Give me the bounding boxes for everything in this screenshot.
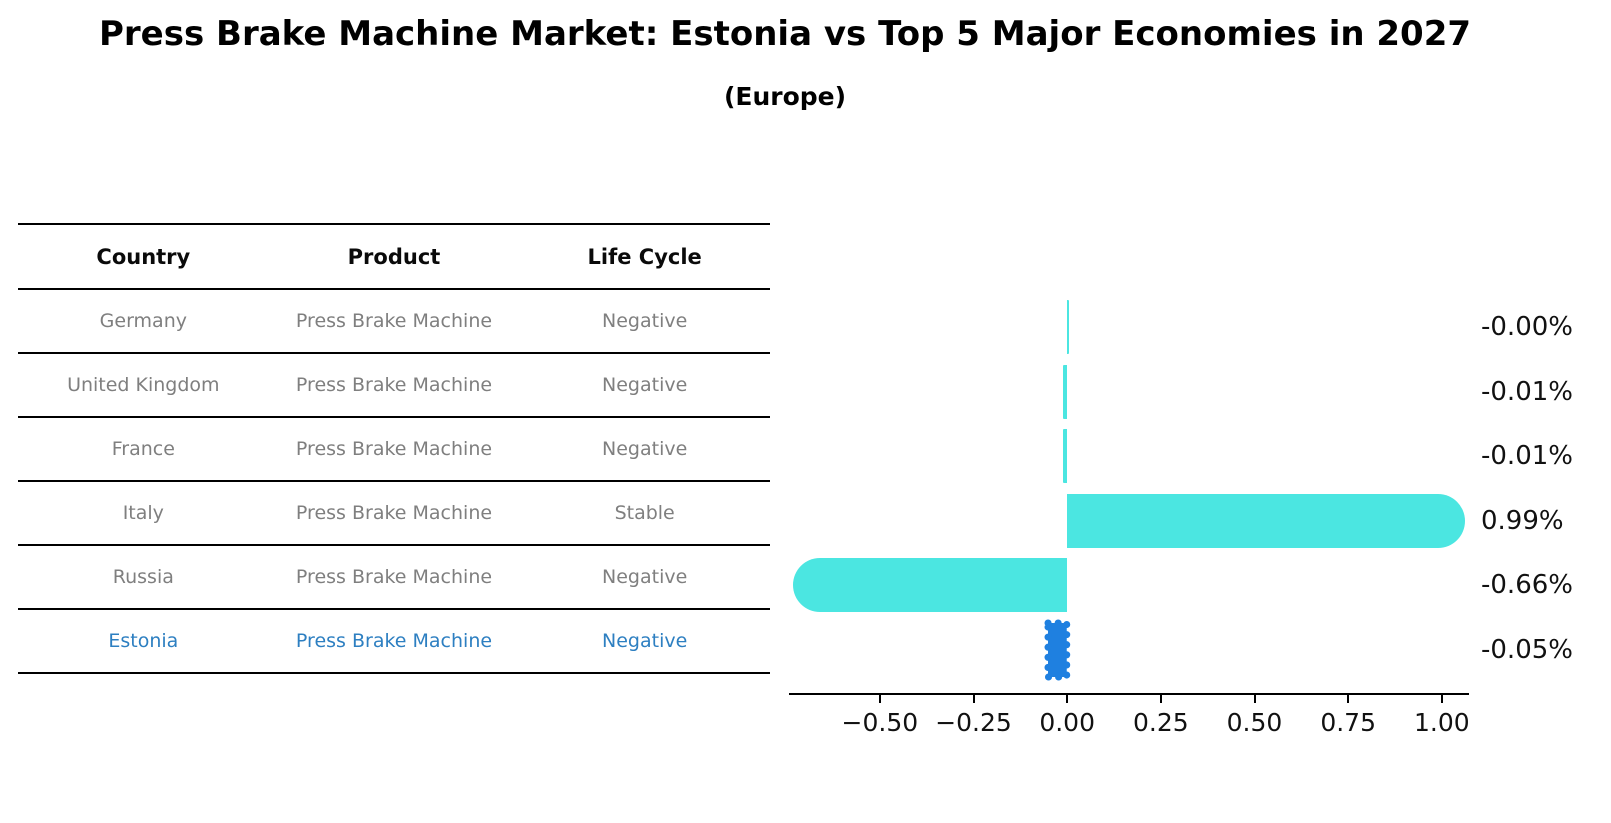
bar-germany bbox=[1067, 300, 1069, 354]
x-axis-tick bbox=[1066, 695, 1069, 703]
table-cell-life_cycle: Negative bbox=[602, 310, 688, 332]
chart-subtitle: (Europe) bbox=[723, 82, 847, 111]
table-cell-country: Russia bbox=[112, 566, 174, 588]
bar-value-label-france: -0.01% bbox=[1481, 441, 1573, 472]
table-cell-life_cycle: Negative bbox=[602, 566, 688, 588]
bar-value-label-united-kingdom: -0.01% bbox=[1481, 376, 1573, 407]
x-axis-tick-label: 0.75 bbox=[1320, 708, 1376, 737]
x-axis-tick bbox=[878, 695, 881, 703]
chart-title: Press Brake Machine Market: Estonia vs T… bbox=[98, 14, 1472, 54]
table-cell-life_cycle: Negative bbox=[602, 438, 688, 460]
table-cell-country: Germany bbox=[99, 310, 187, 332]
bar-france bbox=[1063, 429, 1068, 484]
bar-value-label-italy: 0.99% bbox=[1481, 505, 1564, 536]
table-cell-country: Italy bbox=[122, 502, 164, 524]
table-row-estonia: Estonia Press Brake Machine Negative bbox=[18, 610, 770, 674]
x-axis-tick bbox=[972, 695, 975, 703]
table-row-united-kingdom: United Kingdom Press Brake Machine Negativ… bbox=[18, 354, 770, 418]
x-axis-tick bbox=[1159, 695, 1162, 703]
country-table: Country Product Life Cycle Germany Press Br… bbox=[18, 223, 770, 674]
table-cell-product: Press Brake Machine bbox=[295, 310, 493, 332]
column-header-product: Product bbox=[347, 244, 441, 269]
x-axis-tick bbox=[1253, 695, 1256, 703]
table-row-italy: Italy Press Brake Machine Stable bbox=[18, 482, 770, 546]
bar-value-label-germany: -0.00% bbox=[1481, 312, 1573, 342]
table-cell-product: Press Brake Machine bbox=[295, 374, 493, 396]
bar-value-label-russia: -0.66% bbox=[1481, 570, 1573, 601]
table-cell-life_cycle: Negative bbox=[602, 374, 688, 396]
bar-russia bbox=[792, 558, 1068, 613]
x-axis-tick bbox=[1440, 695, 1443, 703]
x-axis-tick-label: 0.25 bbox=[1133, 708, 1189, 737]
table-cell-product: Press Brake Machine bbox=[295, 502, 493, 524]
table-cell-country: Estonia bbox=[108, 630, 179, 652]
column-header-country: Country bbox=[96, 244, 191, 269]
column-header-life_cycle: Life Cycle bbox=[587, 244, 702, 269]
table-cell-product: Press Brake Machine bbox=[295, 566, 493, 588]
bar-united-kingdom bbox=[1063, 364, 1068, 419]
table-cell-product: Press Brake Machine bbox=[295, 438, 493, 460]
table-cell-product: Press Brake Machine bbox=[295, 630, 493, 652]
bar-value-label-estonia: -0.05% bbox=[1481, 635, 1573, 665]
x-axis-tick-label: 0.00 bbox=[1039, 708, 1095, 737]
table-row-russia: Russia Press Brake Machine Negative bbox=[18, 546, 770, 610]
table-body: Germany Press Brake Machine Negative United… bbox=[18, 290, 770, 674]
x-axis-line bbox=[789, 693, 1469, 695]
table-cell-life_cycle: Negative bbox=[602, 630, 688, 652]
x-axis-tick-label: −0.50 bbox=[841, 708, 919, 737]
table-header-row: Country Product Life Cycle bbox=[18, 223, 770, 290]
table-cell-country: United Kingdom bbox=[67, 374, 220, 396]
bar-estonia bbox=[1042, 617, 1073, 683]
x-axis-tick bbox=[1347, 695, 1350, 703]
bar-italy bbox=[1067, 493, 1466, 548]
table-row-germany: Germany Press Brake Machine Negative bbox=[18, 290, 770, 354]
x-axis-tick-label: 1.00 bbox=[1413, 708, 1470, 737]
x-axis-tick-label: −0.25 bbox=[935, 708, 1012, 737]
x-axis-tick-label: 0.50 bbox=[1226, 708, 1283, 737]
table-row-france: France Press Brake Machine Negative bbox=[18, 418, 770, 482]
table-cell-life_cycle: Stable bbox=[614, 502, 675, 524]
table-cell-country: France bbox=[111, 438, 175, 460]
